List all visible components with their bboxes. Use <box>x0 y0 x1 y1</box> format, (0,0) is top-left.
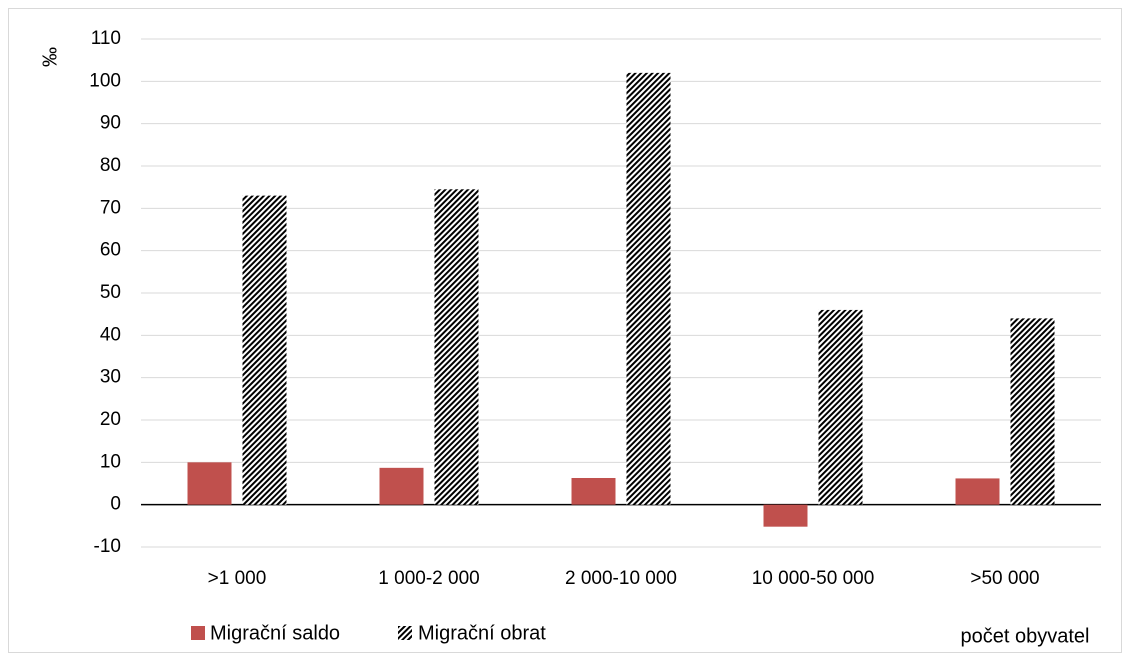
x-axis-label: počet obyvatel <box>961 625 1090 647</box>
x-tick-label: 10 000-50 000 <box>752 568 875 589</box>
y-tick-label: 70 <box>100 197 121 218</box>
x-tick-label: 1 000-2 000 <box>378 568 479 589</box>
bar-migracni-obrat-2 <box>434 189 479 505</box>
gridlines <box>141 38 1101 548</box>
bar-migracni-saldo-2 <box>379 467 424 505</box>
bar-migracni-obrat-5 <box>1010 318 1055 505</box>
x-tick-label: >50 000 <box>970 568 1039 589</box>
bar-migracni-saldo-3 <box>571 477 616 505</box>
legend-swatch-migracni-saldo <box>191 626 205 640</box>
bar-migracni-obrat-1 <box>242 195 287 505</box>
y-tick-label: 80 <box>100 155 121 176</box>
legend-label-migracni-obrat: Migrační obrat <box>418 622 546 644</box>
x-tick-label: 2 000-10 000 <box>565 568 677 589</box>
y-tick-label: 50 <box>100 282 121 303</box>
y-tick-label: 90 <box>100 113 121 134</box>
x-tick-label: >1 000 <box>208 568 267 589</box>
y-tick-label: 20 <box>100 409 121 430</box>
bar-migracni-saldo-1 <box>187 462 232 505</box>
bar-migracni-saldo-4 <box>763 504 808 527</box>
bars <box>187 72 1055 527</box>
y-tick-label: 30 <box>100 367 121 388</box>
y-tick-label: 100 <box>89 70 121 91</box>
y-axis-label: ‰ <box>39 47 61 67</box>
bar-migracni-saldo-5 <box>955 478 1000 505</box>
y-tick-label: 10 <box>100 451 121 472</box>
y-axis-ticks: -10 0 10 20 30 40 50 60 70 80 90 100 110 <box>89 28 121 557</box>
legend: Migrační saldo Migrační obrat <box>191 622 546 644</box>
y-tick-label: 60 <box>100 240 121 261</box>
y-tick-label: 0 <box>110 494 121 515</box>
y-tick-label: 40 <box>100 324 121 345</box>
y-tick-label: 110 <box>91 28 121 49</box>
legend-swatch-migracni-obrat <box>398 626 412 640</box>
bar-migracni-obrat-3 <box>626 72 671 505</box>
bar-migracni-obrat-4 <box>818 309 863 505</box>
x-axis-ticks: >1 000 1 000-2 000 2 000-10 000 10 000-50 0… <box>208 568 1040 589</box>
chart-frame <box>8 8 1122 653</box>
y-tick-label: -10 <box>94 536 121 557</box>
legend-label-migracni-saldo: Migrační saldo <box>210 622 340 644</box>
